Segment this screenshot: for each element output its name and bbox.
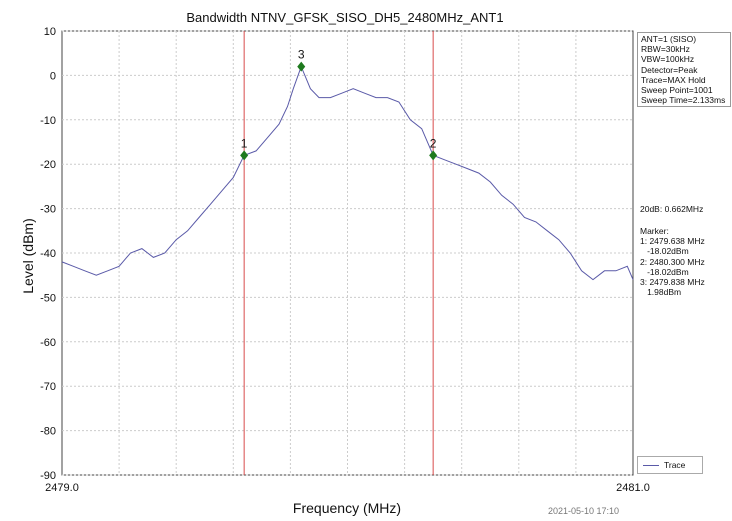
x-axis-label: Frequency (MHz) [292, 500, 402, 516]
marker-info-line: 2: 2480.300 MHz [640, 256, 705, 267]
legend-swatch [643, 465, 659, 466]
settings-line: Sweep Point=1001 [641, 85, 713, 96]
x-tick-label: 2481.0 [616, 482, 650, 494]
marker-info-line: 1: 2479.638 MHz [640, 236, 705, 247]
legend-label: Trace [664, 460, 686, 470]
settings-line: ANT=1 (SISO) [641, 34, 697, 44]
trace-line [61, 65, 634, 281]
settings-panel: ANT=1 (SISO) RBW=30kHz VBW=100kHz Detector=… [637, 32, 731, 108]
marker-point [429, 150, 438, 161]
y-tick-label: -10 [40, 115, 56, 127]
settings-line: VBW=100kHz [641, 54, 695, 65]
marker-info-line: -18.02dBm [640, 266, 689, 277]
x-tick-label: 2479.0 [45, 482, 79, 494]
y-tick-label: -70 [40, 381, 56, 393]
settings-line: Detector=Peak [641, 64, 698, 75]
marker-info-line: 1.98dBm [640, 287, 682, 298]
y-tick-label: -80 [40, 426, 56, 438]
marker-point [240, 150, 249, 161]
marker-info-line: 3: 2479.838 MHz [640, 277, 705, 288]
marker-label: 2 [430, 136, 437, 150]
timestamp: 2021-05-10 17:10 [548, 506, 620, 516]
y-tick-label: 0 [50, 70, 56, 82]
legend: Trace [637, 456, 703, 474]
y-tick-label: -90 [40, 470, 56, 482]
marker-point [297, 61, 306, 72]
y-tick-label: -60 [40, 337, 56, 349]
y-tick-label: -40 [40, 248, 56, 260]
marker-info-line: Marker: [640, 226, 669, 236]
y-tick-label: 10 [44, 26, 56, 38]
y-tick-label: -20 [40, 159, 56, 171]
y-tick-label: -50 [40, 292, 56, 304]
settings-line: Sweep Time=2.133ms [641, 95, 726, 106]
y-tick-label: -30 [40, 204, 56, 216]
marker-readout-panel: Marker: 1: 2479.638 MHz -18.02dBm 2: 2480.… [637, 225, 729, 299]
marker-info-line: -18.02dBm [640, 246, 689, 257]
settings-line: RBW=30kHz [641, 44, 690, 55]
chart-title: Bandwidth NTNV_GFSK_SISO_DH5_2480MHz_ANT… [186, 10, 504, 25]
bandwidth-readout: 20dB: 0.662MHz [637, 203, 729, 216]
settings-line: Trace=MAX Hold [641, 74, 706, 85]
marker-label: 1 [241, 136, 248, 150]
marker-label: 3 [298, 48, 305, 62]
